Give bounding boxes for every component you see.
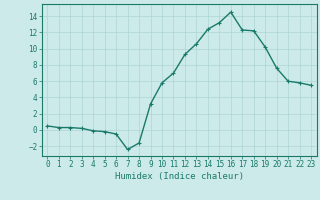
X-axis label: Humidex (Indice chaleur): Humidex (Indice chaleur) [115, 172, 244, 181]
